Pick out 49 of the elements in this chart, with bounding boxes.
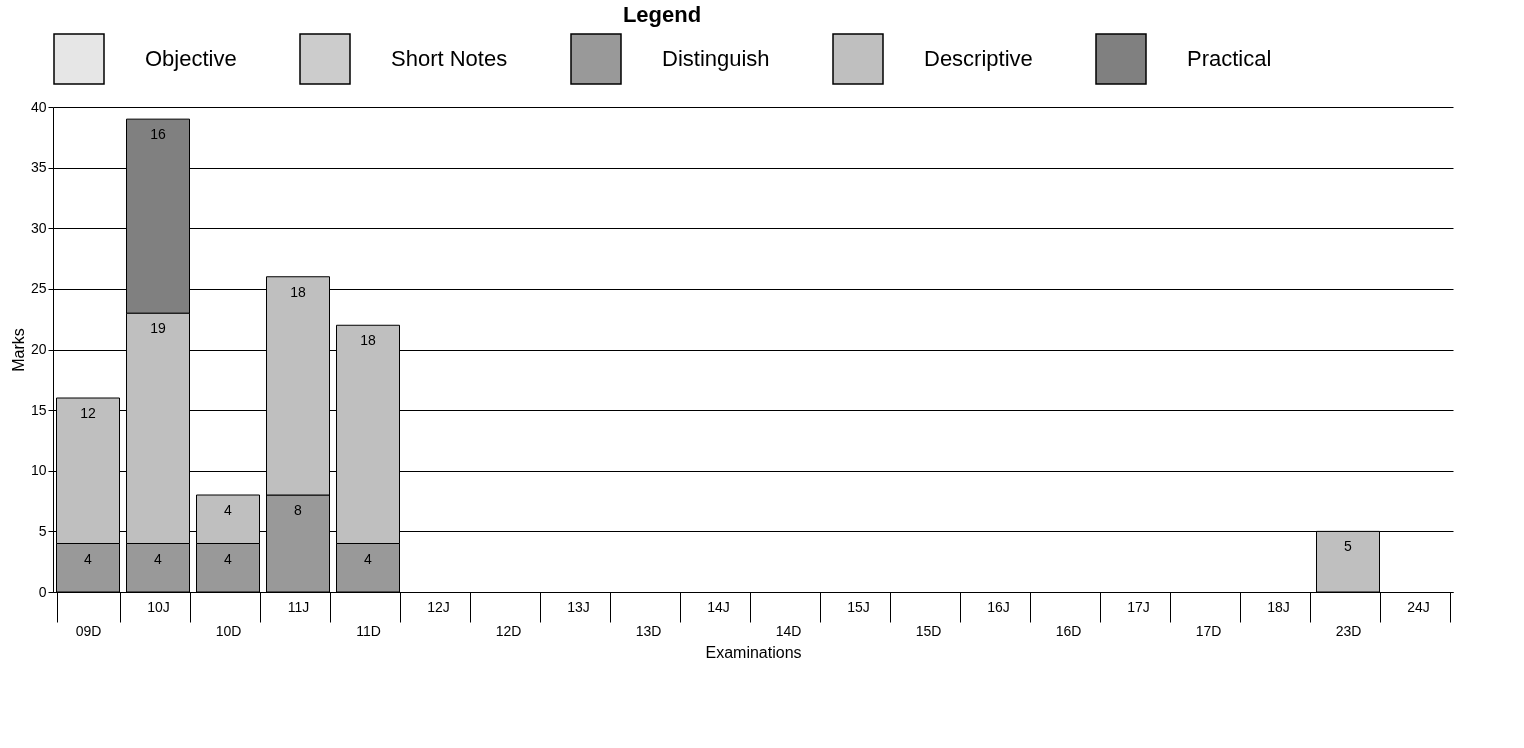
x-tick-label: 13D — [635, 622, 662, 639]
x-tick-label: 17J — [1127, 598, 1150, 615]
y-axis-title: Marks — [9, 328, 27, 372]
y-tick-label: 30 — [30, 219, 47, 236]
x-tick-label: 18J — [1267, 598, 1290, 615]
legend-title: Legend — [622, 2, 702, 27]
x-tick-label: 12J — [427, 598, 450, 615]
legend-label: Practical — [1187, 46, 1272, 71]
x-tick-label: 16D — [1055, 622, 1082, 639]
y-tick-label: 10 — [30, 462, 47, 479]
x-tick-label: 10D — [215, 622, 242, 639]
legend-label: Descriptive — [924, 46, 1033, 71]
x-tick-label: 13J — [567, 598, 590, 615]
x-axis-title: Examinations — [705, 643, 802, 661]
x-tick-label: 17D — [1195, 622, 1222, 639]
y-tick-label: 5 — [38, 522, 47, 539]
y-tick-label: 0 — [38, 583, 47, 600]
data-label: 8 — [294, 502, 303, 518]
x-tick-label: 24J — [1407, 598, 1430, 615]
data-label: 4 — [364, 550, 373, 567]
data-label: 4 — [84, 550, 93, 567]
data-label: 4 — [154, 550, 163, 567]
x-tick-label: 11D — [356, 622, 381, 639]
y-tick-label: 15 — [30, 401, 47, 418]
x-tick-label: 23D — [1335, 622, 1362, 639]
data-label: 19 — [150, 320, 166, 337]
x-tick-label: 10J — [147, 598, 170, 615]
x-tick-label: 15J — [847, 598, 870, 615]
x-tick-label: 14D — [775, 622, 802, 639]
x-tick-label: 11J — [287, 598, 310, 615]
y-tick-label: 35 — [30, 159, 47, 176]
x-tick-label: 14J — [707, 598, 730, 615]
data-label: 18 — [290, 283, 306, 300]
y-tick-label: 20 — [30, 341, 47, 357]
legend-label: Objective — [145, 46, 237, 71]
x-tick-label: 16J — [987, 598, 1010, 615]
legend-label: Distinguish — [662, 46, 770, 71]
data-label: 18 — [360, 332, 376, 349]
y-tick-label: 40 — [30, 98, 47, 115]
data-label: 12 — [80, 405, 96, 421]
x-tick-label: 09D — [75, 622, 102, 639]
y-tick-label: 25 — [30, 280, 47, 297]
data-label: 16 — [150, 126, 166, 143]
data-label: 4 — [224, 502, 233, 518]
data-label: 5 — [1344, 538, 1353, 555]
legend-label: Short Notes — [391, 46, 508, 71]
data-label: 4 — [224, 550, 233, 567]
x-tick-label: 15D — [915, 622, 942, 639]
x-tick-label: 12D — [495, 622, 522, 639]
